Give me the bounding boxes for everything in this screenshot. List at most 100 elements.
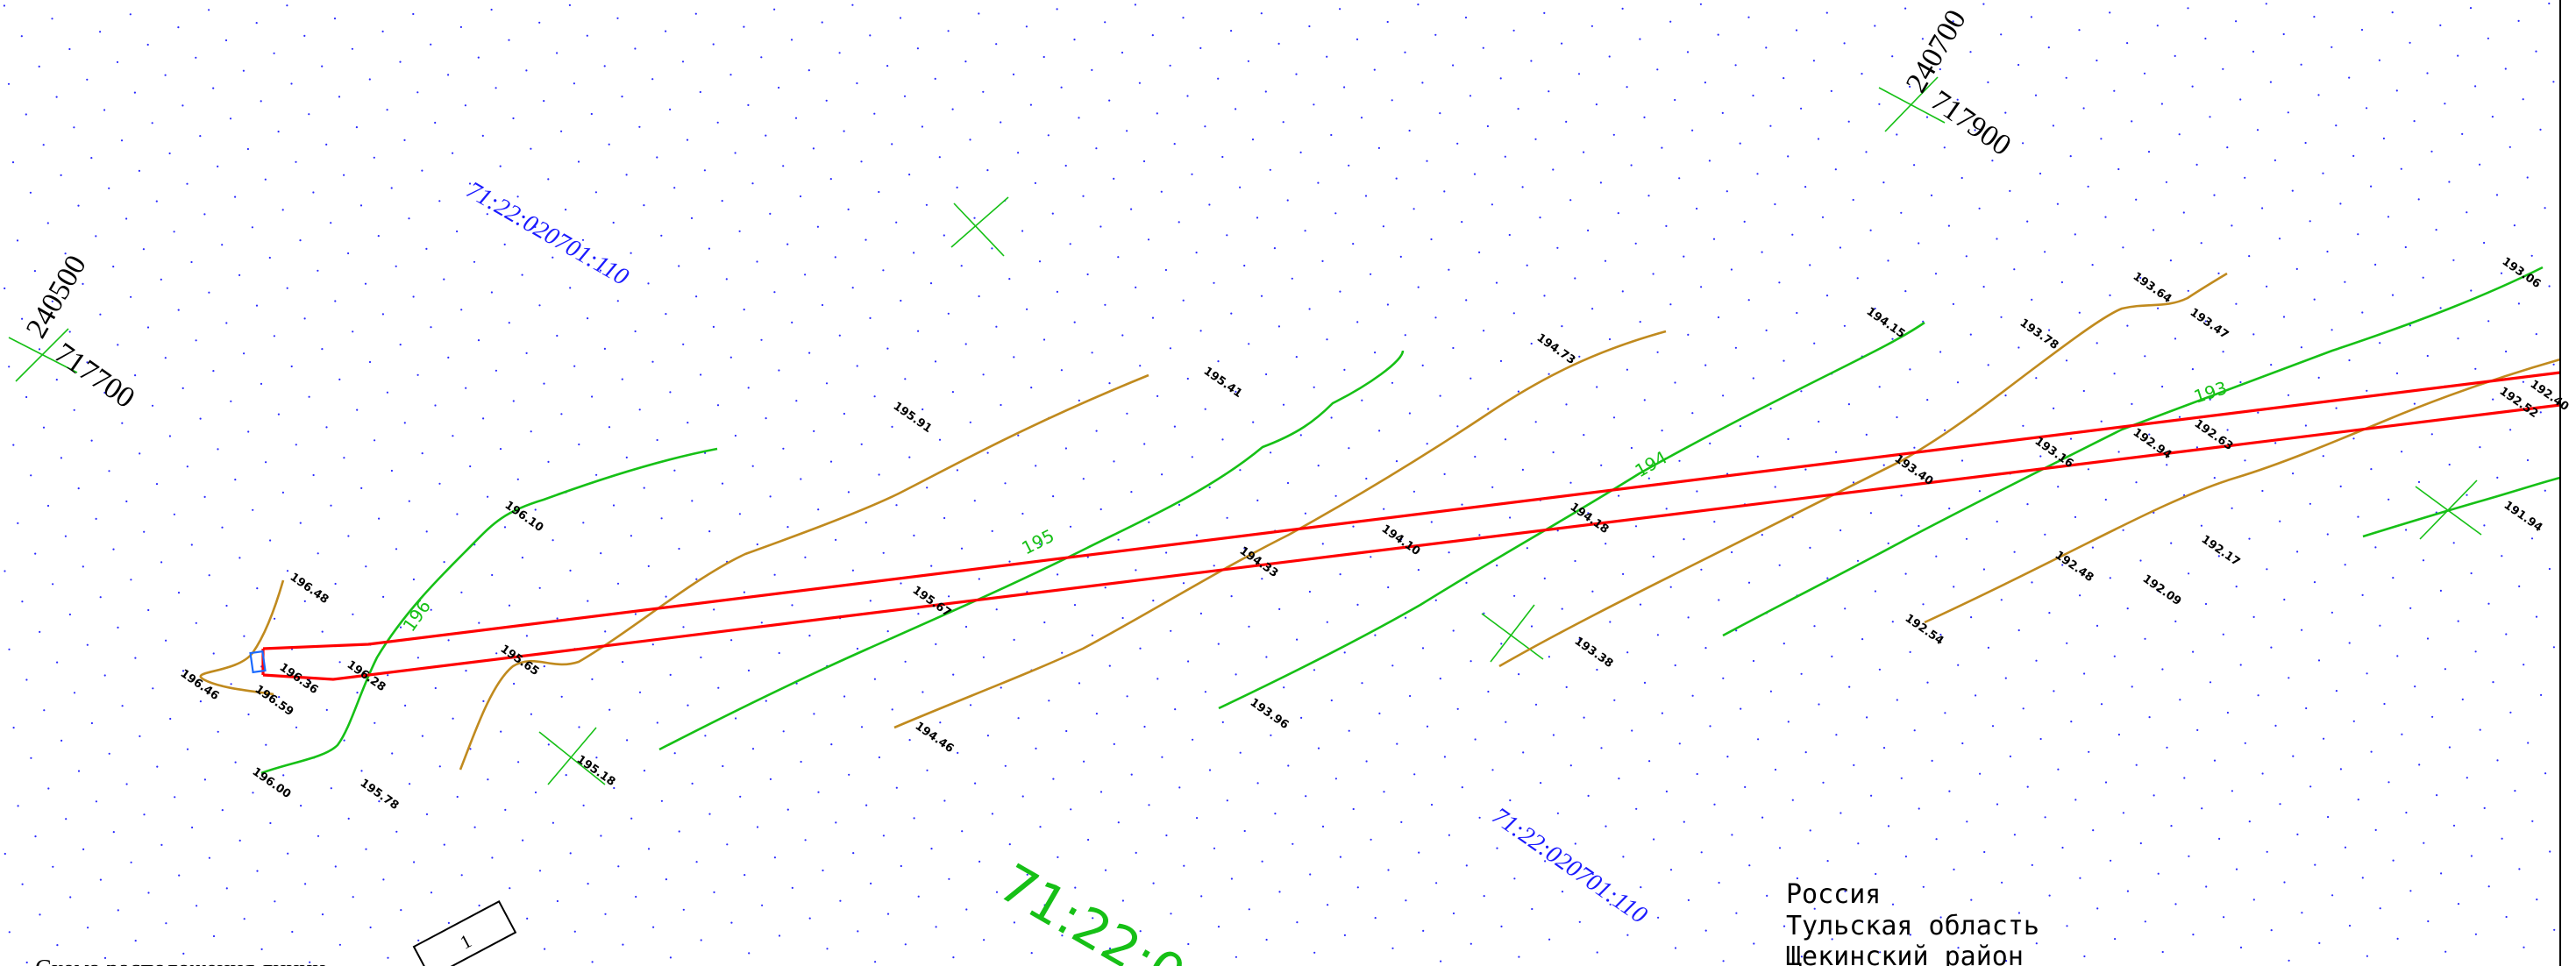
grid-dot (817, 508, 820, 511)
grid-dot (2017, 63, 2020, 67)
grid-dot (973, 500, 976, 502)
grid-dot (1709, 725, 1711, 728)
grid-dot (982, 373, 985, 376)
grid-dot (1765, 329, 1768, 331)
grid-dot (1278, 891, 1281, 893)
grid-dot (1574, 842, 1576, 845)
grid-dot (87, 927, 89, 929)
grid-dot (95, 235, 97, 238)
grid-dot (2430, 433, 2433, 436)
contour-minor (199, 579, 285, 696)
grid-dot (1313, 669, 1316, 671)
grid-dot (1099, 225, 1102, 228)
grid-dot (1900, 494, 1903, 497)
grid-dot (678, 547, 680, 550)
grid-dot (665, 878, 668, 881)
grid-dot (2540, 693, 2543, 697)
grid-dot (468, 182, 472, 185)
grid-dot (1043, 904, 1046, 906)
route-start-marker (249, 650, 267, 674)
grid-dot (1878, 668, 1881, 671)
grid-dot (1178, 786, 1181, 789)
grid-dot (2083, 672, 2086, 675)
grid-dot (168, 152, 171, 155)
grid-dot (1686, 51, 1690, 53)
grid-dot (2222, 633, 2224, 636)
grid-dot (2326, 533, 2329, 536)
grid-dot (1526, 547, 1528, 550)
grid-dot (2452, 542, 2455, 544)
grid-dot (208, 9, 210, 11)
grid-dot (438, 765, 441, 768)
grid-dot (1769, 124, 1772, 127)
grid-dot (534, 791, 537, 794)
grid-dot (255, 22, 258, 25)
grid-dot (2492, 681, 2494, 684)
grid-dot (682, 626, 685, 629)
grid-dot (1979, 772, 1982, 775)
grid-dot (1988, 929, 1990, 932)
grid-dot (1330, 699, 1333, 702)
grid-dot (2536, 899, 2538, 901)
grid-dot (1791, 233, 1794, 236)
grid-dot (2418, 764, 2421, 766)
grid-dot (482, 700, 485, 703)
grid-dot (1639, 38, 1641, 40)
grid-dot (495, 87, 497, 89)
grid-dot (1783, 643, 1785, 645)
grid-dot (1918, 807, 1920, 810)
grid-dot (1875, 872, 1877, 876)
grid-dot (2109, 11, 2111, 14)
grid-dot (2436, 794, 2438, 797)
grid-dot (908, 456, 911, 458)
grid-dot (2457, 54, 2459, 57)
grid-dot (90, 157, 93, 160)
grid-dot (2265, 3, 2267, 5)
grid-dot (174, 796, 176, 799)
grid-dot (2466, 211, 2468, 214)
grid-dot (1534, 703, 1538, 706)
grid-dot (2417, 198, 2420, 201)
grid-dot (791, 604, 793, 607)
grid-dot (813, 713, 815, 715)
grid-dot (734, 434, 737, 437)
grid-dot (2039, 172, 2042, 175)
grid-dot (399, 344, 402, 346)
grid-dot (2266, 285, 2268, 288)
grid-dot (2200, 242, 2202, 245)
grid-dot (299, 522, 302, 524)
grid-dot (2013, 834, 2016, 836)
grid-dot (12, 444, 15, 446)
grid-dot (526, 917, 529, 920)
grid-dot (735, 717, 737, 720)
grid-dot (1413, 490, 1415, 493)
grid-dot (1104, 869, 1107, 871)
grid-dot (513, 682, 516, 685)
grid-dot (1208, 486, 1211, 489)
grid-dot (2296, 550, 2299, 553)
grid-dot (1861, 73, 1863, 75)
grid-dot (973, 217, 976, 219)
grid-dot (1499, 359, 1503, 362)
grid-dot (712, 325, 715, 328)
spot-height: 194.46 (913, 720, 957, 756)
grid-dot (317, 835, 320, 837)
grid-dot (2135, 198, 2138, 201)
grid-dot (1953, 868, 1955, 871)
grid-dot (1521, 468, 1524, 472)
grid-dot (234, 479, 237, 481)
grid-dot (2205, 885, 2208, 888)
contour-196 (260, 447, 718, 775)
grid-dot (2204, 320, 2207, 323)
grid-dot (2213, 194, 2216, 196)
grid-dot (634, 47, 637, 50)
grid-dot (956, 469, 958, 472)
grid-dot (2031, 581, 2033, 584)
grid-dot (1378, 712, 1381, 715)
grid-dot (2223, 916, 2225, 919)
grid-dot (1473, 173, 1477, 175)
grid-dot (1943, 146, 1946, 149)
grid-dot (438, 200, 441, 202)
grid-dot (822, 869, 824, 872)
grid-dot (165, 922, 167, 925)
